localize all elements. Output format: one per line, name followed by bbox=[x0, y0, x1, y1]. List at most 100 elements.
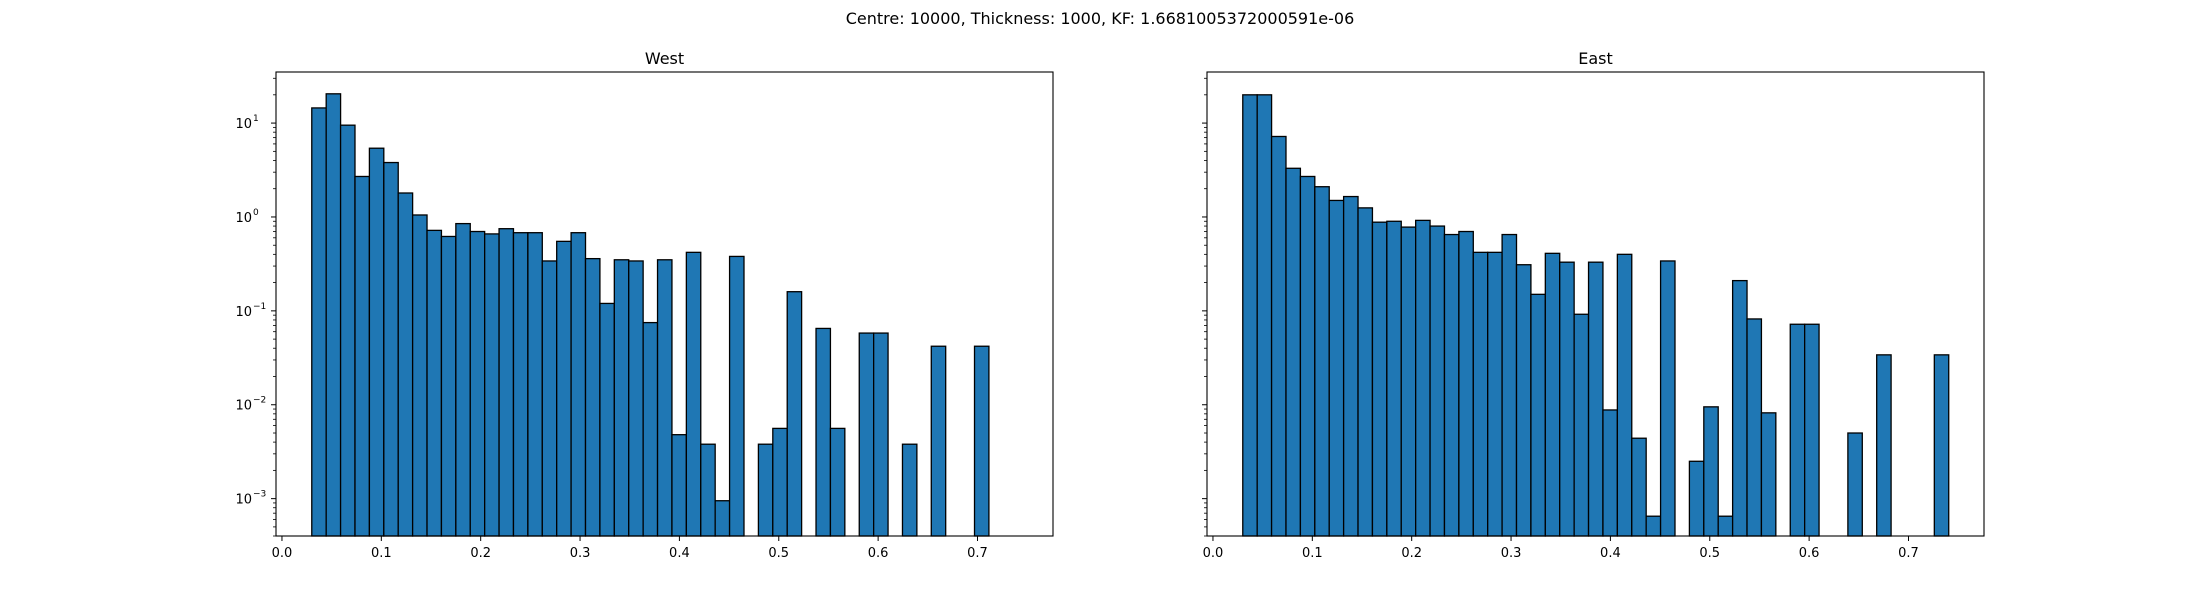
histogram-bar bbox=[498, 228, 515, 537]
panel-west: West 0.0 0.1 0.2 0.3 0.4 0.5 0.6 0.710 −310 −210−… bbox=[235, 49, 1054, 561]
figure-title: Centre: 10000, Thickness: 1000, KF: 1.66… bbox=[846, 9, 1355, 28]
histogram-bar bbox=[1443, 233, 1460, 537]
x-tick-label: 0.2 bbox=[1401, 546, 1422, 561]
histogram-bar bbox=[757, 443, 774, 537]
axes-frame bbox=[1206, 71, 1985, 537]
y-tick-label: 10 bbox=[235, 117, 252, 132]
histogram-bar bbox=[1515, 264, 1532, 537]
histogram-bar bbox=[1472, 251, 1489, 537]
y-tick-label-exponent: 1 bbox=[253, 114, 259, 124]
histogram-bar bbox=[1256, 94, 1273, 537]
histogram-bar bbox=[1242, 94, 1258, 537]
histogram-bar bbox=[656, 259, 673, 537]
histogram-bar bbox=[1299, 175, 1316, 537]
histogram-bar bbox=[772, 427, 788, 537]
histogram-bar bbox=[1602, 409, 1619, 537]
histogram-bar bbox=[1616, 253, 1633, 537]
histogram-bar bbox=[1933, 354, 1950, 537]
histogram-bar bbox=[584, 257, 601, 537]
histogram-bar bbox=[1631, 437, 1647, 537]
histogram-bar bbox=[728, 255, 745, 537]
y-tick-label-exponent: −2 bbox=[253, 396, 266, 406]
histogram-bar bbox=[397, 192, 414, 537]
histogram-bar bbox=[599, 302, 615, 537]
x-tick-label: 0.7 bbox=[967, 546, 988, 561]
histogram-bar bbox=[1371, 221, 1388, 537]
histogram-bar bbox=[930, 345, 947, 537]
histogram-bar bbox=[325, 93, 342, 537]
y-tick-label-exponent: −1 bbox=[253, 302, 266, 312]
x-tick-label: 0.2 bbox=[470, 546, 491, 561]
histogram-bar bbox=[973, 345, 990, 537]
histogram-bar bbox=[339, 124, 356, 537]
x-tick-label: 0.6 bbox=[868, 546, 889, 561]
histogram-bar bbox=[1357, 207, 1374, 537]
histogram-bar bbox=[1530, 293, 1546, 537]
x-tick-label: 0.7 bbox=[1898, 546, 1919, 561]
histogram-bar bbox=[1746, 318, 1763, 537]
y-tick-label-exponent: 0 bbox=[253, 208, 259, 218]
histogram-bar bbox=[354, 175, 371, 537]
histogram-bar bbox=[1645, 515, 1662, 537]
histogram-bar bbox=[1400, 226, 1417, 537]
x-tick-label: 0.3 bbox=[1501, 546, 1522, 561]
histogram-bar bbox=[541, 260, 558, 537]
histogram-bar bbox=[311, 107, 327, 537]
histogram-bar bbox=[901, 443, 918, 537]
x-tick-label: 0.3 bbox=[570, 546, 591, 561]
histogram-bar bbox=[527, 232, 543, 537]
histogram-bar bbox=[426, 229, 443, 537]
histogram-bar bbox=[671, 434, 688, 537]
histogram-bar bbox=[1688, 460, 1705, 537]
histogram-bar bbox=[685, 251, 702, 537]
y-tick-label: 10 bbox=[235, 305, 252, 320]
histogram-bar bbox=[873, 332, 889, 537]
panel-title: East bbox=[1578, 49, 1613, 68]
histogram-bar bbox=[1876, 354, 1892, 537]
histogram-bar bbox=[1847, 432, 1863, 537]
histogram-bar bbox=[1703, 406, 1719, 537]
y-tick-label: 10 bbox=[235, 211, 252, 226]
y-tick-label: 10 bbox=[235, 493, 252, 508]
histogram-bar bbox=[858, 332, 875, 537]
histogram-bar bbox=[1544, 252, 1561, 537]
histogram-bar bbox=[1270, 135, 1287, 537]
histogram-bar bbox=[700, 443, 716, 537]
histogram-bar bbox=[383, 161, 399, 537]
histogram-bar bbox=[411, 214, 428, 537]
histogram-bar bbox=[368, 147, 385, 537]
histogram-bar bbox=[1559, 261, 1575, 537]
x-tick-label: 0.0 bbox=[1203, 546, 1224, 561]
histogram-bar bbox=[440, 235, 457, 537]
x-tick-label: 0.1 bbox=[371, 546, 392, 561]
x-tick-label: 0.5 bbox=[1699, 546, 1720, 561]
histogram-bar bbox=[829, 427, 846, 537]
histogram-bar bbox=[613, 259, 630, 537]
histogram-bar bbox=[1760, 412, 1777, 537]
histogram-bar bbox=[1314, 186, 1330, 537]
panel-title: West bbox=[645, 49, 684, 68]
histogram-bar bbox=[1386, 220, 1402, 537]
histogram-bar bbox=[484, 233, 500, 537]
x-tick-label: 0.4 bbox=[669, 546, 690, 561]
histogram-bar bbox=[1587, 261, 1604, 537]
histogram-bar bbox=[1487, 251, 1503, 537]
histogram-bar bbox=[1573, 313, 1590, 537]
x-tick-label: 0.6 bbox=[1799, 546, 1820, 561]
histogram-bar bbox=[512, 232, 529, 537]
histogram-bar bbox=[1328, 199, 1345, 537]
histogram-bar bbox=[469, 230, 486, 537]
x-tick-label: 0.4 bbox=[1600, 546, 1621, 561]
histogram-bar bbox=[1285, 167, 1302, 537]
histogram-bar bbox=[1731, 279, 1748, 537]
x-tick-label: 0.5 bbox=[768, 546, 789, 561]
panel-east: East 0.0 0.1 0.2 0.3 0.4 0.5 0.6 0.7 bbox=[1202, 49, 1985, 561]
histogram-bar bbox=[556, 240, 572, 537]
histogram-bar bbox=[1429, 225, 1446, 537]
histogram-bar bbox=[1789, 323, 1806, 537]
histogram-bar bbox=[1415, 219, 1431, 537]
histogram-bar bbox=[815, 327, 832, 537]
histogram-bar bbox=[1458, 230, 1474, 537]
